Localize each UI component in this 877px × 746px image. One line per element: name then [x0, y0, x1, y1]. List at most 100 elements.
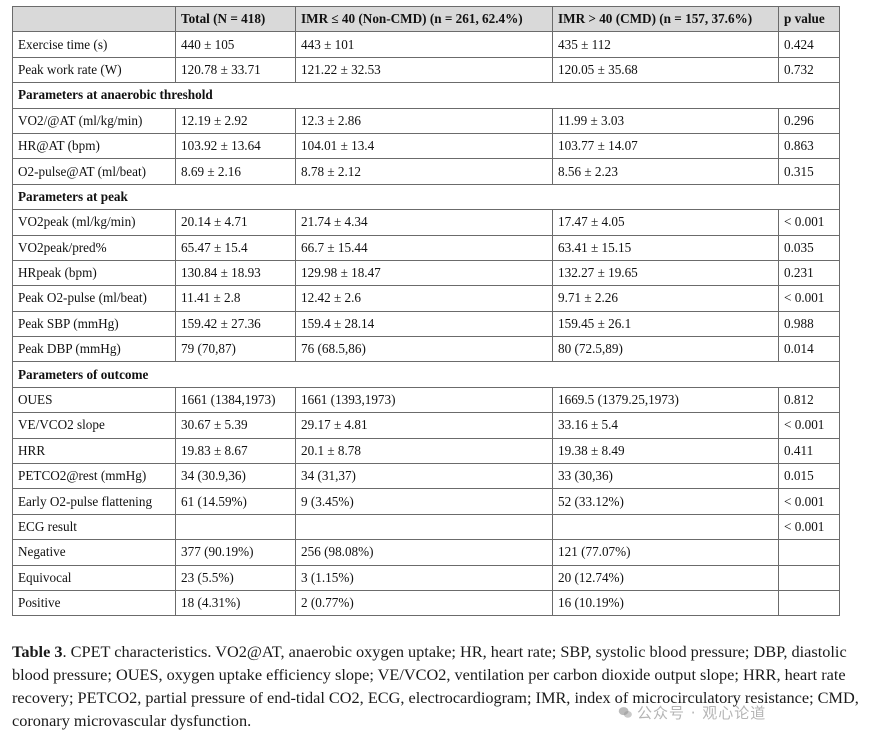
row-label: Equivocal [12, 564, 176, 591]
table-cell: 79 (70,87) [175, 336, 296, 363]
row-label: Negative [12, 539, 176, 566]
header-cell: IMR > 40 (CMD) (n = 157, 37.6%) [552, 5, 779, 33]
table-row: ECG result < 0.001 [12, 513, 840, 541]
table-cell: 8.56 ± 2.23 [552, 158, 779, 185]
row-label: HRR [12, 437, 176, 465]
table-row: Equivocal 23 (5.5%) 3 (1.15%) 20 (12.74%) [12, 564, 840, 591]
table-cell: 0.015 [778, 463, 840, 490]
table-cell: 21.74 ± 4.34 [295, 209, 553, 236]
table-cell: 0.988 [778, 310, 840, 338]
header-cell: p value [778, 5, 840, 33]
table-row: VE/VCO2 slope 30.67 ± 5.39 29.17 ± 4.81 33.… [12, 412, 840, 439]
table-cell: 443 ± 101 [295, 31, 553, 58]
table-cell: 8.78 ± 2.12 [295, 158, 553, 185]
row-label: VO2peak/pred% [12, 234, 176, 261]
table-cell: 80 (72.5,89) [552, 336, 779, 363]
table-row: VO2/@AT (ml/kg/min) 12.19 ± 2.92 12.3 ± 2.… [12, 107, 840, 134]
table-cell: 3 (1.15%) [295, 564, 553, 591]
table-cell: < 0.001 [778, 285, 840, 312]
table-cell: 120.05 ± 35.68 [552, 56, 779, 84]
table-row: VO2peak/pred% 65.47 ± 15.4 66.7 ± 15.44 63.… [12, 234, 840, 261]
table-row: Peak work rate (W) 120.78 ± 33.71 121.22 ±… [12, 56, 840, 84]
table-row: O2-pulse@AT (ml/beat) 8.69 ± 2.16 8.78 ± 2… [12, 158, 840, 185]
table-row: OUES 1661 (1384,1973) 1661 (1393,1973) 1669… [12, 386, 840, 414]
table-cell: 2 (0.77%) [295, 589, 553, 617]
table-row: Peak SBP (mmHg) 159.42 ± 27.36 159.4 ± 28.… [12, 310, 840, 338]
watermark-text: 公众号 · 观心论道 [637, 704, 767, 722]
table-row: PETCO2@rest (mmHg) 34 (30.9,36) 34 (31,37)… [12, 463, 840, 490]
section-label: Parameters of outcome [12, 361, 840, 388]
table-cell: 159.45 ± 26.1 [552, 310, 779, 338]
table-cell: 130.84 ± 18.93 [175, 259, 296, 287]
table-cell: 29.17 ± 4.81 [295, 412, 553, 439]
section-row: Parameters at peak [12, 183, 840, 211]
table-cell: 129.98 ± 18.47 [295, 259, 553, 287]
table-cell: 11.99 ± 3.03 [552, 107, 779, 134]
watermark: 公众号 · 观心论道 [618, 702, 766, 723]
table-cell: 121 (77.07%) [552, 539, 779, 566]
row-label: Positive [12, 589, 176, 617]
row-label: HR@AT (bpm) [12, 132, 176, 160]
table-cell: 8.69 ± 2.16 [175, 158, 296, 185]
table-row: Peak DBP (mmHg) 79 (70,87) 76 (68.5,86) 80 … [12, 336, 840, 363]
table-cell: 120.78 ± 33.71 [175, 56, 296, 84]
table-cell: 0.863 [778, 132, 840, 160]
table-row: Exercise time (s) 440 ± 105 443 ± 101 435 ±… [12, 31, 840, 58]
table-cell: 23 (5.5%) [175, 564, 296, 591]
table-cell [295, 513, 553, 541]
section-label: Parameters at peak [12, 183, 840, 211]
table-cell: 33.16 ± 5.4 [552, 412, 779, 439]
table-row: HRR 19.83 ± 8.67 20.1 ± 8.78 19.38 ± 8.49 0.… [12, 437, 840, 465]
row-label: Peak work rate (W) [12, 56, 176, 84]
table-cell: 0.035 [778, 234, 840, 261]
table-cell: 0.424 [778, 31, 840, 58]
table-cell [552, 513, 779, 541]
table-cell: 435 ± 112 [552, 31, 779, 58]
table-cell: 65.47 ± 15.4 [175, 234, 296, 261]
table-cell: 132.27 ± 19.65 [552, 259, 779, 287]
row-label: ECG result [12, 513, 176, 541]
section-label: Parameters at anaerobic threshold [12, 82, 840, 109]
table-cell: 11.41 ± 2.8 [175, 285, 296, 312]
table-cell: 34 (31,37) [295, 463, 553, 490]
table-cell: 12.42 ± 2.6 [295, 285, 553, 312]
table-cell: 76 (68.5,86) [295, 336, 553, 363]
section-row: Parameters at anaerobic threshold [12, 82, 840, 109]
row-label: Exercise time (s) [12, 31, 176, 58]
table-cell: 1661 (1393,1973) [295, 386, 553, 414]
table-cell: 16 (10.19%) [552, 589, 779, 617]
table-cell: 440 ± 105 [175, 31, 296, 58]
table-cell: 18 (4.31%) [175, 589, 296, 617]
table-cell: 52 (33.12%) [552, 488, 779, 515]
table-cell: 30.67 ± 5.39 [175, 412, 296, 439]
table-row: HR@AT (bpm) 103.92 ± 13.64 104.01 ± 13.4 10… [12, 132, 840, 160]
table-cell [778, 589, 840, 617]
table-cell: 1669.5 (1379.25,1973) [552, 386, 779, 414]
table-cell: 159.4 ± 28.14 [295, 310, 553, 338]
table-cell [778, 564, 840, 591]
row-label: HRpeak (bpm) [12, 259, 176, 287]
table-row: HRpeak (bpm) 130.84 ± 18.93 129.98 ± 18.47… [12, 259, 840, 287]
table-cell: 0.296 [778, 107, 840, 134]
row-label: Early O2-pulse flattening [12, 488, 176, 515]
table-caption: Table 3. CPET characteristics. VO2@AT, a… [12, 640, 872, 732]
table-cell [778, 539, 840, 566]
table-cell: 12.3 ± 2.86 [295, 107, 553, 134]
table-cell: 121.22 ± 32.53 [295, 56, 553, 84]
caption-text: . CPET characteristics. VO2@AT, anaerobi… [12, 642, 859, 730]
table-cell: < 0.001 [778, 513, 840, 541]
table-row: Negative 377 (90.19%) 256 (98.08%) 121 (77.… [12, 539, 840, 566]
table-cell: 104.01 ± 13.4 [295, 132, 553, 160]
table-cell: 12.19 ± 2.92 [175, 107, 296, 134]
table-row: VO2peak (ml/kg/min) 20.14 ± 4.71 21.74 ± 4… [12, 209, 840, 236]
table-cell: 0.812 [778, 386, 840, 414]
table-cell: 159.42 ± 27.36 [175, 310, 296, 338]
table-cell: 0.732 [778, 56, 840, 84]
cpet-table: Total (N = 418) IMR ≤ 40 (Non-CMD) (n = … [12, 5, 840, 617]
table-cell: 20.1 ± 8.78 [295, 437, 553, 465]
section-row: Parameters of outcome [12, 361, 840, 388]
table-cell: 19.83 ± 8.67 [175, 437, 296, 465]
row-label: PETCO2@rest (mmHg) [12, 463, 176, 490]
row-label: O2-pulse@AT (ml/beat) [12, 158, 176, 185]
table-cell: 103.77 ± 14.07 [552, 132, 779, 160]
